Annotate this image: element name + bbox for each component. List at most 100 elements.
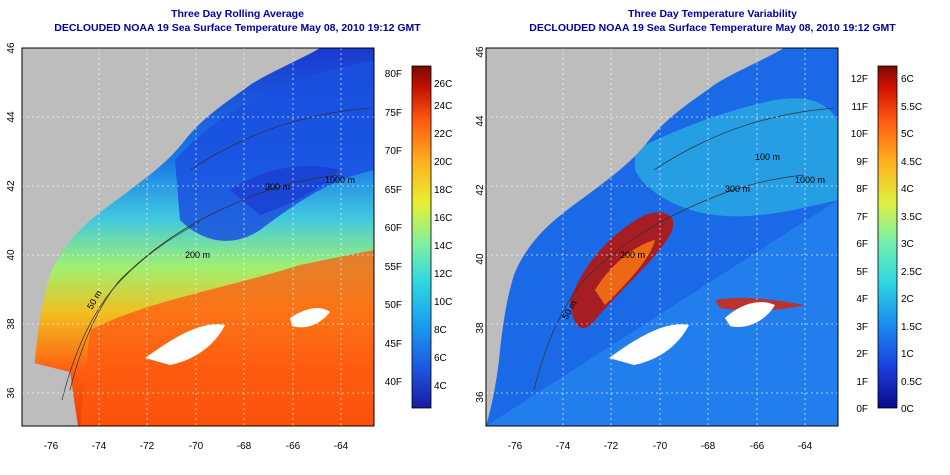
map-figure: 50 m 100 m 200 m 300 m 1000 m 36 38 40 4…	[475, 46, 922, 452]
colorbar-c-label: 2.5C	[901, 267, 922, 278]
colorbar-c-label: 3.5C	[901, 212, 922, 223]
colorbar-f-label: 12F	[851, 74, 868, 85]
land-mask	[486, 48, 784, 426]
colorbar-f-label: 3F	[856, 322, 868, 333]
lon-tick-label: -64	[334, 441, 349, 452]
lon-tick-label: -64	[798, 441, 813, 452]
colorbar-f-label: 65F	[385, 185, 402, 196]
colorbar-c-label: 2C	[901, 294, 914, 305]
colorbar-f-label: 75F	[385, 108, 402, 119]
lat-tick-label: 44	[6, 111, 17, 123]
lon-tick-label: -74	[556, 441, 571, 452]
colorbar-f-label: 55F	[385, 262, 402, 273]
lat-tick-label: 36	[6, 387, 17, 399]
colorbar-c-label: 26C	[434, 79, 452, 90]
colorbar-c-label: 5.5C	[901, 102, 922, 113]
colorbar-c-label: 22C	[434, 129, 452, 140]
colorbar-f-label: 10F	[851, 129, 868, 140]
lon-tick-label: -76	[44, 441, 59, 452]
cloud-mask	[145, 324, 225, 365]
isobath-label: 300 m	[725, 184, 750, 194]
colorbar-c-label: 6C	[901, 74, 914, 85]
map-panel-average: Three Day Rolling Average DECLOUDED NOAA…	[6, 8, 452, 452]
isobath-label: 1000 m	[795, 175, 825, 185]
colorbar-c-label: 4C	[434, 381, 447, 392]
colorbar-c-label: 1.5C	[901, 322, 922, 333]
lat-tick-label: 38	[475, 322, 486, 334]
colorbar-f-label: 1F	[856, 377, 868, 388]
colorbar-c-label: 0C	[901, 404, 914, 415]
colorbar-f-label: 7F	[856, 212, 868, 223]
colorbar-f-label: 8F	[856, 184, 868, 195]
lon-tick-label: -66	[750, 441, 765, 452]
colorbar-c-label: 14C	[434, 241, 452, 252]
map-figure: 50 m 200 m 300 m 1000 m 36 38 40 42 44 4…	[6, 42, 452, 452]
isobath-label: 1000 m	[325, 175, 355, 185]
land-mask	[22, 48, 320, 426]
isobath-line	[533, 174, 805, 391]
colorbar-f-label: 70F	[385, 146, 402, 157]
map-subtitle: DECLOUDED NOAA 19 Sea Surface Temperatur…	[54, 22, 421, 34]
colorbar-f-label: 2F	[856, 349, 868, 360]
colorbar-f-label: 0F	[856, 404, 868, 415]
colorbar-c-label: 4.5C	[901, 157, 922, 168]
colorbar-c-label: 10C	[434, 297, 452, 308]
colorbar-f-label: 5F	[856, 267, 868, 278]
colorbar-f-label: 6F	[856, 239, 868, 250]
colorbar-c-label: 4C	[901, 184, 914, 195]
lat-axis: 36 38 40 42 44 46	[6, 42, 17, 399]
cloud-mask	[290, 308, 330, 328]
colorbar-c-label: 3C	[901, 239, 914, 250]
lat-tick-label: 38	[6, 318, 17, 330]
lon-axis: -76 -74 -72 -70 -68 -66 -64	[508, 441, 813, 452]
lon-tick-label: -72	[140, 441, 155, 452]
colorbar-f-label: 11F	[852, 102, 869, 113]
lat-axis: 36 38 40 42 44 46	[475, 46, 486, 403]
map-title: Three Day Rolling Average	[171, 8, 304, 20]
map-frame	[21, 47, 375, 427]
lon-tick-label: -70	[653, 441, 668, 452]
isobath-label: 300 m	[265, 182, 290, 192]
colorbar-c-label: 8C	[434, 325, 447, 336]
lon-tick-label: -66	[286, 441, 301, 452]
colorbar-f-label: 50F	[385, 300, 402, 311]
cloud-mask	[725, 302, 775, 328]
lat-tick-label: 42	[6, 180, 17, 192]
colorbar-f-label: 60F	[385, 223, 402, 234]
colorbar-f-label: 40F	[385, 377, 402, 388]
lon-tick-label: -68	[237, 441, 252, 452]
colorbar-c-label: 16C	[434, 213, 452, 224]
colorbar-f-label: 4F	[856, 294, 868, 305]
isobath-label: 200 m	[185, 250, 210, 260]
lon-tick-label: -70	[189, 441, 204, 452]
isobath-label: 200 m	[620, 250, 645, 260]
lat-tick-label: 46	[6, 42, 17, 54]
isobath-line	[69, 174, 341, 391]
colorbar-f-label: 80F	[385, 69, 402, 80]
variability-map	[486, 48, 838, 426]
lon-tick-label: -68	[701, 441, 716, 452]
lon-tick-label: -76	[508, 441, 523, 452]
colorbar-c-labels: 0C 0.5C 1C 1.5C 2C 2.5C 3C 3.5C 4C 4.5C …	[901, 74, 922, 415]
colorbar-c-label: 24C	[434, 101, 452, 112]
isobath-label: 100 m	[755, 152, 780, 162]
map-title: Three Day Temperature Variability	[627, 8, 798, 20]
colorbar-f-labels: 0F 1F 2F 3F 4F 5F 6F 7F 8F 9F 10F 11F 12…	[851, 74, 868, 415]
colorbar-c-label: 1C	[901, 349, 914, 360]
lat-tick-label: 36	[475, 391, 486, 403]
map-subtitle: DECLOUDED NOAA 19 Sea Surface Temperatur…	[529, 22, 896, 34]
colorbar-c-label: 5C	[901, 129, 914, 140]
colorbar-f-label: 9F	[856, 157, 868, 168]
colorbar-c-label: 20C	[434, 157, 452, 168]
lon-axis: -76 -74 -72 -70 -68 -66 -64	[44, 441, 349, 452]
colorbar-c-label: 12C	[434, 269, 452, 280]
colorbar-f-labels: 40F 45F 50F 55F 60F 65F 70F 75F 80F	[385, 69, 402, 388]
colorbar-f-label: 45F	[385, 339, 402, 350]
lat-tick-label: 44	[475, 115, 486, 127]
lat-tick-label: 40	[475, 253, 486, 265]
lat-tick-label: 40	[6, 249, 17, 261]
colorbar	[411, 65, 432, 409]
colorbar-c-labels: 4C 6C 8C 10C 12C 14C 16C 18C 20C 22C 24C…	[434, 79, 452, 392]
lat-tick-label: 42	[475, 184, 486, 196]
lat-tick-label: 46	[475, 46, 486, 58]
